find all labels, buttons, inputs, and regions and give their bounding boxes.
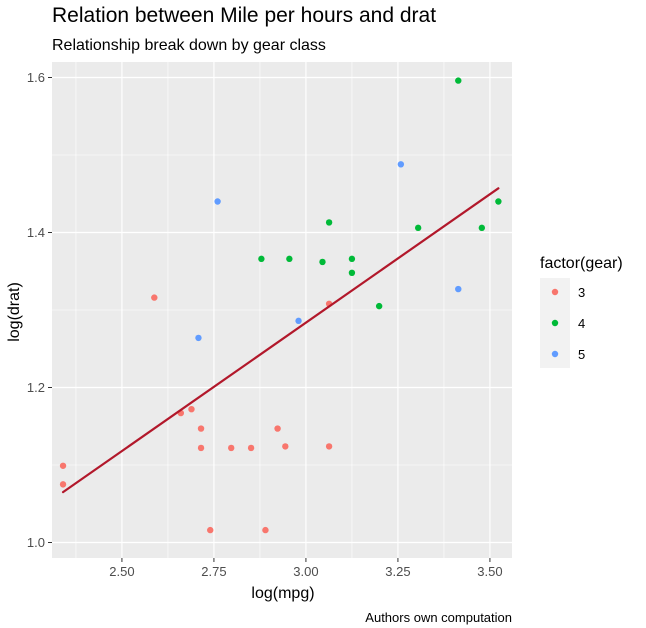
chart-title: Relation between Mile per hours and drat — [52, 4, 436, 27]
data-point-gear-4 — [414, 224, 422, 232]
legend-title: factor(gear) — [540, 255, 623, 272]
data-point-gear-3 — [325, 443, 333, 450]
x-axis: 2.50 2.75 3.00 3.25 3.50 — [109, 558, 503, 579]
data-point-gear-3 — [59, 462, 67, 469]
y-axis: 1.0 1.2 1.4 1.6 — [27, 70, 52, 550]
data-point-gear-5 — [295, 317, 302, 325]
trend-line-group — [61, 187, 500, 494]
data-point-gear-3 — [59, 481, 67, 488]
data-point-gear-5 — [397, 161, 405, 168]
data-point-gear-4 — [455, 77, 462, 84]
y-tick-label: 1.6 — [27, 70, 45, 85]
data-point-gear-4 — [258, 255, 265, 263]
data-point-gear-3 — [282, 443, 289, 450]
data-point-gear-3 — [188, 406, 195, 413]
data-point-gear-4 — [348, 269, 356, 276]
chart-caption: Authors own computation — [365, 610, 512, 625]
legend: factor(gear) 3 4 5 — [540, 255, 623, 368]
data-point-gear-3 — [247, 444, 255, 452]
y-tick-label: 1.0 — [27, 535, 45, 550]
grid-major — [52, 62, 512, 558]
data-point-gear-4 — [319, 258, 326, 266]
x-tick-label: 2.75 — [201, 564, 226, 579]
legend-key-5 — [551, 350, 559, 358]
data-point-gear-4 — [495, 198, 502, 205]
y-axis-title: log(drat) — [6, 282, 23, 342]
data-point-gear-4 — [325, 219, 333, 226]
y-tick-label: 1.4 — [27, 225, 45, 240]
data-point-gear-3 — [151, 294, 158, 301]
legend-label: 3 — [578, 285, 585, 300]
data-point-gear-3 — [262, 526, 269, 534]
data-point-gear-4 — [375, 302, 383, 310]
y-tick-label: 1.2 — [27, 380, 45, 395]
data-point-gear-3 — [197, 444, 205, 452]
legend-label: 5 — [578, 347, 585, 362]
x-axis-title: log(mpg) — [251, 585, 314, 602]
data-point-gear-3 — [197, 425, 205, 432]
data-point-gear-5 — [214, 198, 221, 205]
data-point-gear-3 — [207, 526, 214, 534]
data-point-gear-3 — [274, 425, 281, 432]
data-point-gear-4 — [348, 255, 356, 263]
x-tick-label: 3.50 — [477, 564, 502, 579]
grid-minor — [52, 62, 512, 558]
x-tick-label: 3.00 — [293, 564, 318, 579]
legend-key-4 — [551, 319, 559, 327]
data-point-gear-5 — [195, 334, 202, 342]
data-point-gear-3 — [228, 444, 235, 452]
data-point-gear-4 — [286, 255, 293, 263]
chart-subtitle: Relationship break down by gear class — [52, 37, 326, 54]
data-point-gear-5 — [455, 285, 462, 293]
x-tick-label: 3.25 — [385, 564, 410, 579]
legend-label: 4 — [578, 316, 585, 331]
trend-line — [61, 187, 500, 494]
legend-key-3 — [551, 288, 559, 296]
x-tick-label: 2.50 — [109, 564, 134, 579]
data-point-gear-4 — [478, 224, 486, 232]
